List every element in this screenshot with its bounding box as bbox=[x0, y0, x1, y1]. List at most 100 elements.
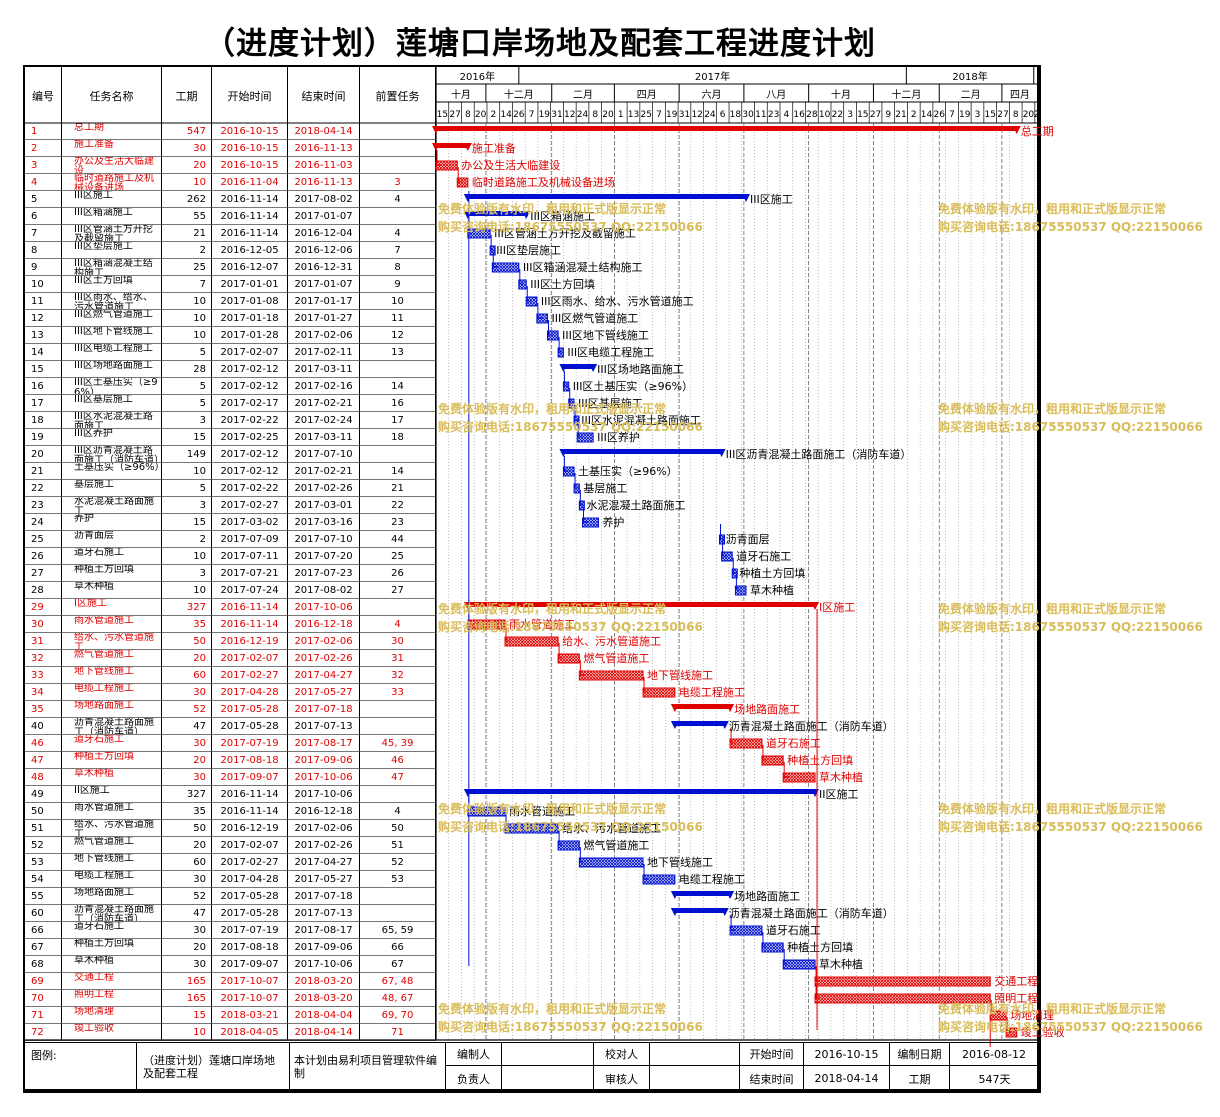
software-note: 本计划由易利项目管理软件编制 bbox=[290, 1042, 446, 1091]
dependency-line bbox=[762, 745, 767, 761]
task-end: 2017-07-18 bbox=[288, 888, 360, 905]
day-tick-label: 26 bbox=[934, 110, 946, 120]
task-name: III区箱涵施工 bbox=[62, 208, 162, 225]
watermark: 免费体验版有水印，租用和正式版显示正常 购买咨询电话:18675550537 QQ… bbox=[938, 1002, 1203, 1034]
task-id: 33 bbox=[25, 667, 62, 684]
task-id: 35 bbox=[25, 701, 62, 718]
gantt-bar-4: 临时道路施工及机械设备进场 bbox=[456, 175, 615, 189]
task-start: 2017-02-12 bbox=[212, 361, 288, 378]
gantt-bar-47: 种植土方回填 bbox=[761, 753, 853, 767]
task-end: 2017-07-10 bbox=[288, 531, 360, 548]
task-bar bbox=[491, 262, 520, 273]
task-id: 34 bbox=[25, 684, 62, 701]
gantt-bar-69: 交通工程 bbox=[814, 974, 1038, 988]
bar-label: 电缆工程施工 bbox=[679, 873, 745, 886]
task-start: 2017-02-22 bbox=[212, 412, 288, 429]
dependency-line bbox=[457, 167, 463, 183]
gantt-bar-15: III区场地路面施工 bbox=[559, 362, 684, 376]
bar-label: III区土基压实（≥96%） bbox=[573, 379, 693, 393]
summary-bar bbox=[563, 364, 594, 369]
gantt-bar-30: 雨水管道施工 bbox=[467, 617, 575, 631]
task-end: 2017-01-27 bbox=[288, 310, 360, 327]
month-label: 八月 bbox=[766, 89, 786, 101]
task-start: 2016-10-15 bbox=[212, 123, 288, 140]
task-duration: 10 bbox=[162, 327, 212, 344]
task-start: 2016-11-14 bbox=[212, 599, 288, 616]
gantt-bar-6: III区箱涵施工 bbox=[463, 209, 595, 223]
task-bar bbox=[557, 653, 580, 664]
task-name: III区基层施工 bbox=[62, 395, 162, 412]
day-tick-label: 27 bbox=[997, 110, 1008, 120]
task-name: 沥青面层 bbox=[62, 531, 162, 548]
dependency-line bbox=[526, 286, 532, 302]
task-start: 2017-07-19 bbox=[212, 735, 288, 752]
gantt-bar-60: 沥青混凝土路面施工（消防车道） bbox=[670, 906, 894, 920]
gantt-bar-20: III区沥青混凝土路面施工（消防车道） bbox=[559, 447, 911, 461]
gantt-bar-1: 总工期 bbox=[432, 124, 1054, 138]
bar-label: III区燃气管道施工 bbox=[551, 311, 638, 325]
task-name: 基层施工 bbox=[62, 480, 162, 497]
col-header-end[interactable]: 结束时间 bbox=[288, 67, 360, 125]
task-start: 2018-03-21 bbox=[212, 1007, 288, 1024]
summary-end-cap bbox=[726, 704, 735, 712]
task-duration: 35 bbox=[162, 616, 212, 633]
col-header-id[interactable]: 编号 bbox=[25, 67, 62, 125]
bar-label: 种植土方回填 bbox=[787, 753, 853, 767]
task-id: 11 bbox=[25, 293, 62, 310]
task-bar bbox=[467, 806, 506, 817]
task-start: 2017-02-07 bbox=[212, 344, 288, 361]
dependency-line bbox=[563, 456, 569, 472]
col-header-name[interactable]: 任务名称 bbox=[62, 67, 162, 125]
day-tick-label: 3 bbox=[847, 110, 853, 120]
gantt-bar-9: III区箱涵混凝土结构施工 bbox=[491, 260, 643, 274]
task-name: 电缆工程施工 bbox=[62, 871, 162, 888]
task-duration: 547 bbox=[162, 123, 212, 140]
task-duration: 20 bbox=[162, 837, 212, 854]
task-duration: 10 bbox=[162, 310, 212, 327]
task-start: 2017-05-28 bbox=[212, 905, 288, 922]
bar-label: 道牙石施工 bbox=[766, 736, 821, 750]
day-tick-label: 2 bbox=[490, 110, 496, 120]
month-label: 十月 bbox=[451, 88, 471, 101]
task-id: 15 bbox=[25, 361, 62, 378]
gantt-bar-3: 办公及生活大临建设 bbox=[435, 158, 560, 172]
task-start: 2017-09-07 bbox=[212, 769, 288, 786]
gantt-bar-48: 草木种植 bbox=[782, 770, 863, 784]
task-bar bbox=[734, 585, 747, 596]
bar-label: III区雨水、给水、污水管道施工 bbox=[541, 294, 694, 308]
gantt-bar-68: 草木种植 bbox=[782, 957, 863, 971]
dependency-line bbox=[436, 150, 441, 166]
bar-label: 种植土方回填 bbox=[787, 940, 853, 954]
day-tick-label: 4 bbox=[784, 110, 790, 120]
gantt-bar-16: III区土基压实（≥96%） bbox=[562, 379, 693, 393]
task-duration: 3 bbox=[162, 412, 212, 429]
col-header-predecessor[interactable]: 前置任务 bbox=[360, 67, 436, 125]
task-duration: 47 bbox=[162, 718, 212, 735]
col-header-start[interactable]: 开始时间 bbox=[212, 67, 288, 125]
gantt-bar-29: I区施工 bbox=[463, 601, 855, 614]
task-id: 1 bbox=[25, 123, 62, 140]
summary-start-cap bbox=[670, 908, 679, 916]
task-end: 2017-05-27 bbox=[288, 871, 360, 888]
dependency-line bbox=[735, 575, 741, 591]
bar-label: 基层施工 bbox=[583, 482, 627, 495]
summary-start-cap bbox=[463, 194, 472, 202]
task-start: 2017-05-28 bbox=[212, 888, 288, 905]
dependency-line bbox=[537, 303, 542, 319]
day-tick-label: 9 bbox=[885, 110, 891, 120]
col-header-duration[interactable]: 工期 bbox=[162, 67, 212, 125]
task-start: 2017-10-07 bbox=[212, 990, 288, 1007]
task-name: III区垫层施工 bbox=[62, 242, 162, 259]
task-duration: 10 bbox=[162, 582, 212, 599]
day-tick-label: 8 bbox=[592, 110, 598, 120]
day-tick-label: 24 bbox=[577, 110, 589, 120]
gantt-bar-7: III区管涵土方开挖及截留施工 bbox=[467, 226, 636, 240]
task-duration: 149 bbox=[162, 446, 212, 463]
gantt-bar-24: 养护 bbox=[582, 515, 624, 529]
task-end: 2017-03-11 bbox=[288, 361, 360, 378]
bar-label: 电缆工程施工 bbox=[679, 686, 745, 699]
dependency-line bbox=[574, 473, 580, 489]
task-start: 2016-11-14 bbox=[212, 191, 288, 208]
gantt-bar-66: 道牙石施工 bbox=[729, 923, 821, 937]
bar-label: 施工准备 bbox=[472, 141, 516, 155]
